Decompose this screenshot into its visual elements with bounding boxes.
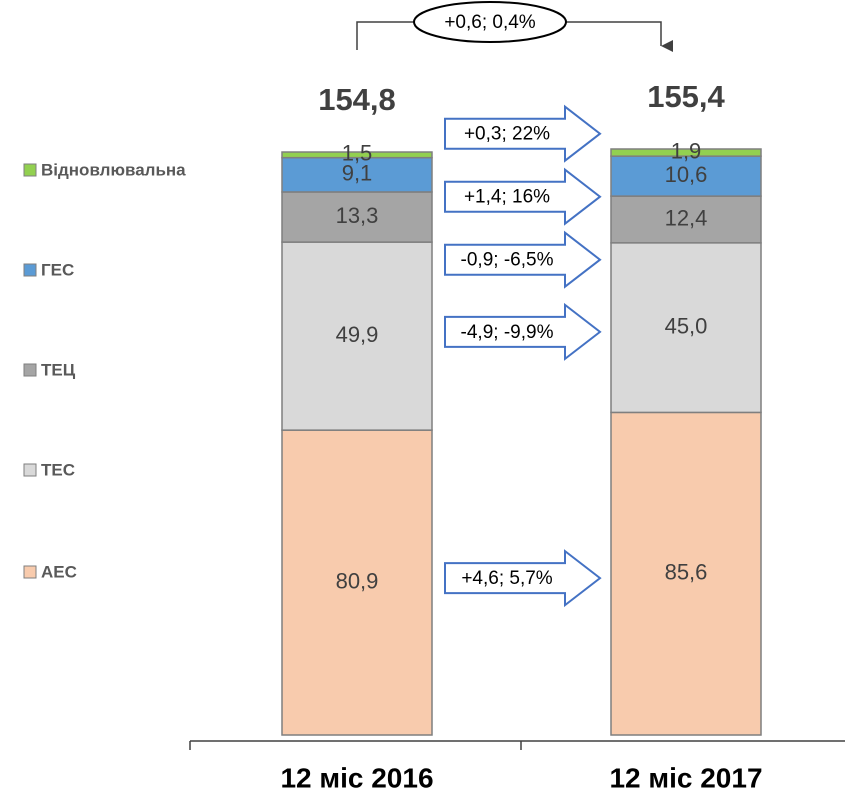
change-label: +4,6; 5,7%	[461, 568, 552, 589]
legend-label: Відновлювальна	[41, 160, 186, 179]
change-arrow	[444, 167, 602, 226]
legend-swatch	[23, 263, 37, 277]
legend-label: АЕС	[41, 562, 77, 581]
change-arrow	[444, 549, 602, 608]
bar-segment	[610, 195, 762, 244]
change-arrow	[444, 230, 602, 289]
change-label: -0,9; -6,5%	[461, 250, 554, 271]
value-label: 45,0	[665, 313, 708, 338]
value-label: 80,9	[336, 568, 379, 593]
bar-segment	[281, 191, 433, 243]
value-label: 1,5	[342, 141, 373, 166]
total-change-bubble	[413, 1, 567, 43]
legend-swatch	[23, 565, 37, 579]
change-arrow	[444, 104, 602, 163]
change-arrow	[444, 302, 602, 361]
legend-label: ГЕС	[41, 260, 74, 279]
legend-swatch	[23, 363, 37, 377]
legend-label: ТЕЦ	[41, 360, 76, 379]
bar-segment	[281, 241, 433, 431]
x-tick-label: 12 міс 2016	[280, 762, 433, 793]
change-label: +1,4; 16%	[464, 187, 550, 208]
bar-segment	[281, 156, 433, 193]
legend-label: ТЕС	[41, 460, 75, 479]
bar-segment	[610, 148, 762, 157]
value-label: 49,9	[336, 322, 379, 347]
value-label: 13,3	[336, 203, 379, 228]
total-label: 154,8	[318, 82, 396, 117]
bar-segment	[610, 242, 762, 414]
change-label: -4,9; -9,9%	[461, 322, 554, 343]
value-label: 10,6	[665, 162, 708, 187]
legend-swatch	[23, 163, 37, 177]
bar-segment	[281, 151, 433, 159]
value-label: 1,9	[671, 138, 702, 163]
x-tick-label: 12 міс 2017	[609, 762, 762, 793]
value-label: 9,1	[342, 161, 373, 186]
value-label: 12,4	[665, 205, 708, 230]
legend-swatch	[23, 463, 37, 477]
bar-segment	[281, 429, 433, 736]
change-label: +0,3; 22%	[464, 124, 550, 145]
total-change-label: +0,6; 0,4%	[444, 12, 535, 33]
value-label: 85,6	[665, 560, 708, 585]
total-label: 155,4	[647, 79, 725, 114]
bar-segment	[610, 411, 762, 736]
